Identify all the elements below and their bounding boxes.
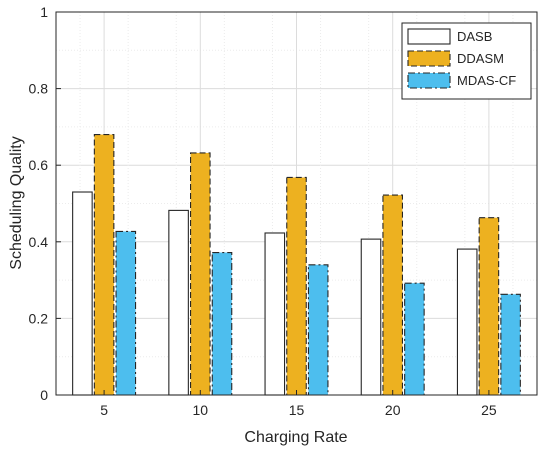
bar-dasb-25 xyxy=(456,248,478,396)
legend: DASB DDASM MDAS-CF xyxy=(401,22,532,100)
bar-dasb-5 xyxy=(72,191,93,396)
legend-label: MDAS-CF xyxy=(457,73,516,88)
x-tick-label: 10 xyxy=(193,402,209,418)
x-tick-label: 25 xyxy=(481,402,497,418)
y-tick-label: 0.2 xyxy=(29,310,49,326)
legend-swatch-ddasm xyxy=(407,50,451,67)
bar-mdas-cf-20 xyxy=(404,282,425,396)
x-axis-title: Charging Rate xyxy=(244,429,347,446)
bar-dasb-20 xyxy=(360,238,382,396)
legend-swatch-mdas-cf xyxy=(407,72,451,89)
bar-ddasm-25 xyxy=(478,217,500,396)
bar-mdas-cf-5 xyxy=(115,230,137,396)
bar-ddasm-10 xyxy=(190,152,211,396)
bars xyxy=(72,134,521,396)
y-tick-label: 0.6 xyxy=(29,157,49,173)
bar-ddasm-5 xyxy=(93,134,115,396)
x-tick-label: 20 xyxy=(385,402,401,418)
y-tick-label: 0.4 xyxy=(29,234,49,250)
x-tick-label: 15 xyxy=(289,402,305,418)
bar-ddasm-20 xyxy=(382,194,404,396)
bar-dasb-15 xyxy=(264,232,286,396)
bar-ddasm-15 xyxy=(286,176,307,396)
bar-mdas-cf-15 xyxy=(307,264,329,396)
legend-label: DDASM xyxy=(457,51,504,66)
bar-mdas-cf-10 xyxy=(211,251,233,396)
y-axis-title: Scheduling Quality xyxy=(8,136,25,269)
axis-ticks: 00.20.40.60.815 10 15 20 25 xyxy=(29,4,497,418)
y-tick-label: 0.8 xyxy=(29,81,49,97)
bar-dasb-10 xyxy=(168,209,189,396)
bar-mdas-cf-25 xyxy=(500,293,521,396)
y-tick-label: 1 xyxy=(40,4,48,20)
legend-label: DASB xyxy=(457,29,492,44)
legend-swatch-dasb xyxy=(407,28,451,45)
y-tick-label: 0 xyxy=(40,387,48,403)
x-tick-label: 5 xyxy=(100,402,108,418)
